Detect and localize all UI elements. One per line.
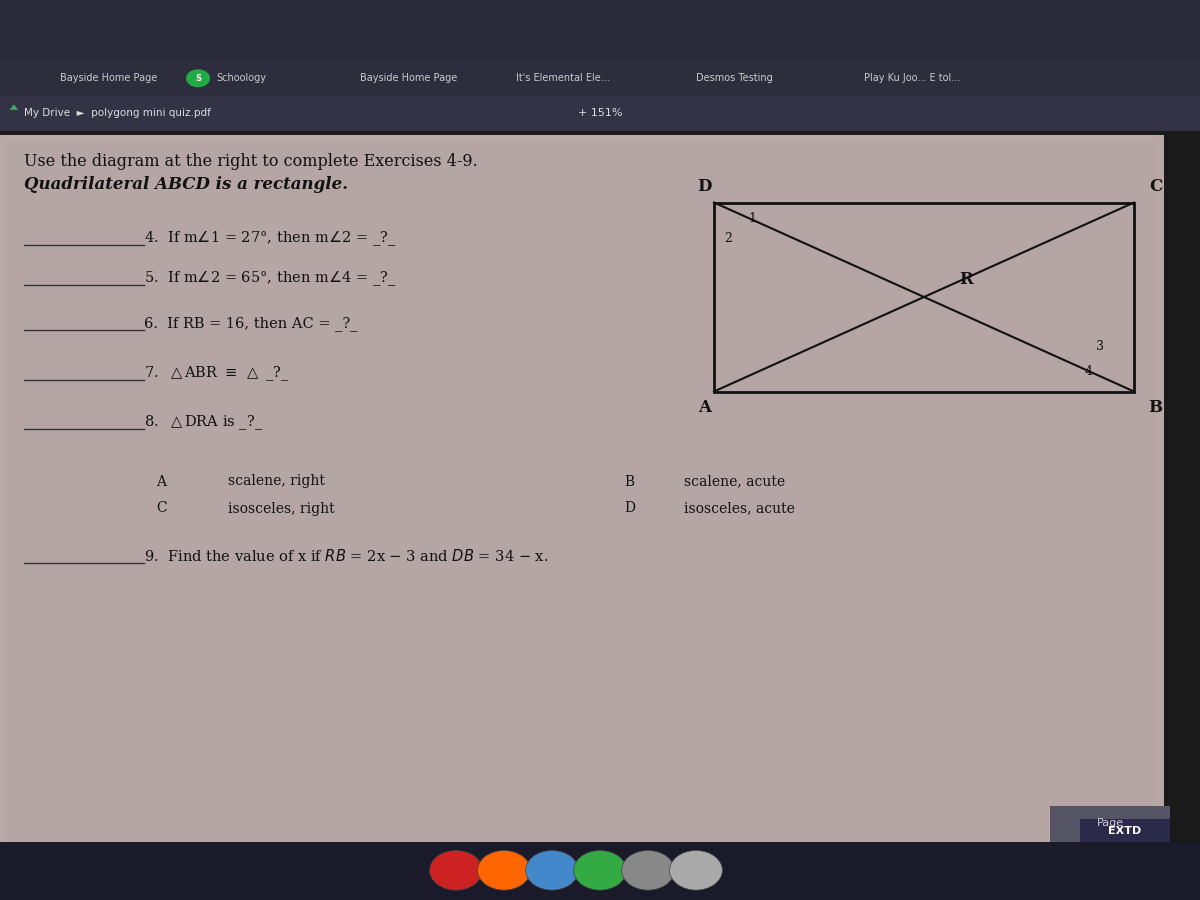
Text: Desmos Testing: Desmos Testing [696,73,773,84]
Text: scalene, right: scalene, right [228,474,325,489]
Text: 5.  If m$\angle$2 = 65°, then m$\angle$4 = _?_: 5. If m$\angle$2 = 65°, then m$\angle$4 … [144,270,396,288]
Circle shape [478,850,530,890]
Text: D: D [624,501,635,516]
Text: C: C [156,501,167,516]
FancyBboxPatch shape [1050,806,1170,842]
Text: 4: 4 [1085,365,1092,378]
Circle shape [670,850,722,890]
Text: B: B [1148,400,1163,416]
Text: Play Ku Joo... E tol...: Play Ku Joo... E tol... [864,73,960,84]
Text: scalene, acute: scalene, acute [684,474,785,489]
Text: Quadrilateral ABCD is a rectangle.: Quadrilateral ABCD is a rectangle. [24,176,348,193]
Text: 4.  If m$\angle$1 = 27°, then m$\angle$2 = _?_: 4. If m$\angle$1 = 27°, then m$\angle$2 … [144,230,396,248]
Circle shape [526,850,578,890]
FancyBboxPatch shape [1080,819,1170,842]
FancyBboxPatch shape [0,94,1200,130]
Text: Use the diagram at the right to complete Exercises 4-9.: Use the diagram at the right to complete… [24,154,478,170]
Text: 6.  If RB = 16, then AC = _?_: 6. If RB = 16, then AC = _?_ [144,317,358,331]
Circle shape [186,69,210,87]
FancyBboxPatch shape [0,0,1200,58]
Text: C: C [1148,178,1163,194]
Polygon shape [10,104,18,110]
Text: EXTD: EXTD [1108,825,1141,836]
Text: Page: Page [1097,818,1123,829]
Text: Bayside Home Page: Bayside Home Page [360,73,457,84]
Text: isosceles, acute: isosceles, acute [684,501,794,516]
Text: 9.  Find the value of x if $RB$ = 2x $-$ 3 and $DB$ = 34 $-$ x.: 9. Find the value of x if $RB$ = 2x $-$ … [144,548,548,564]
Circle shape [430,850,482,890]
Text: A: A [698,400,710,416]
FancyBboxPatch shape [0,135,1164,846]
Circle shape [622,850,674,890]
Text: 2: 2 [725,232,732,245]
Text: B: B [624,474,634,489]
FancyBboxPatch shape [0,58,1200,94]
FancyBboxPatch shape [0,842,1200,900]
Circle shape [574,850,626,890]
Text: S: S [194,74,202,83]
Text: D: D [697,178,712,194]
Text: + 151%: + 151% [577,108,623,119]
Text: A: A [156,474,166,489]
Text: Schoology: Schoology [216,73,266,84]
Text: 7.  $\triangle$ABR $\equiv$ $\triangle$ _?_: 7. $\triangle$ABR $\equiv$ $\triangle$ _… [144,364,290,382]
Text: 1: 1 [749,212,756,225]
Text: 8.  $\triangle$DRA is _?_: 8. $\triangle$DRA is _?_ [144,414,264,432]
Text: My Drive  ►  polygong mini quiz.pdf: My Drive ► polygong mini quiz.pdf [24,108,211,119]
Text: Bayside Home Page: Bayside Home Page [60,73,157,84]
Text: R: R [959,271,973,287]
Text: isosceles, right: isosceles, right [228,501,335,516]
Text: 3: 3 [1097,340,1104,353]
Text: It's Elemental Ele...: It's Elemental Ele... [516,73,610,84]
FancyBboxPatch shape [6,140,1158,842]
